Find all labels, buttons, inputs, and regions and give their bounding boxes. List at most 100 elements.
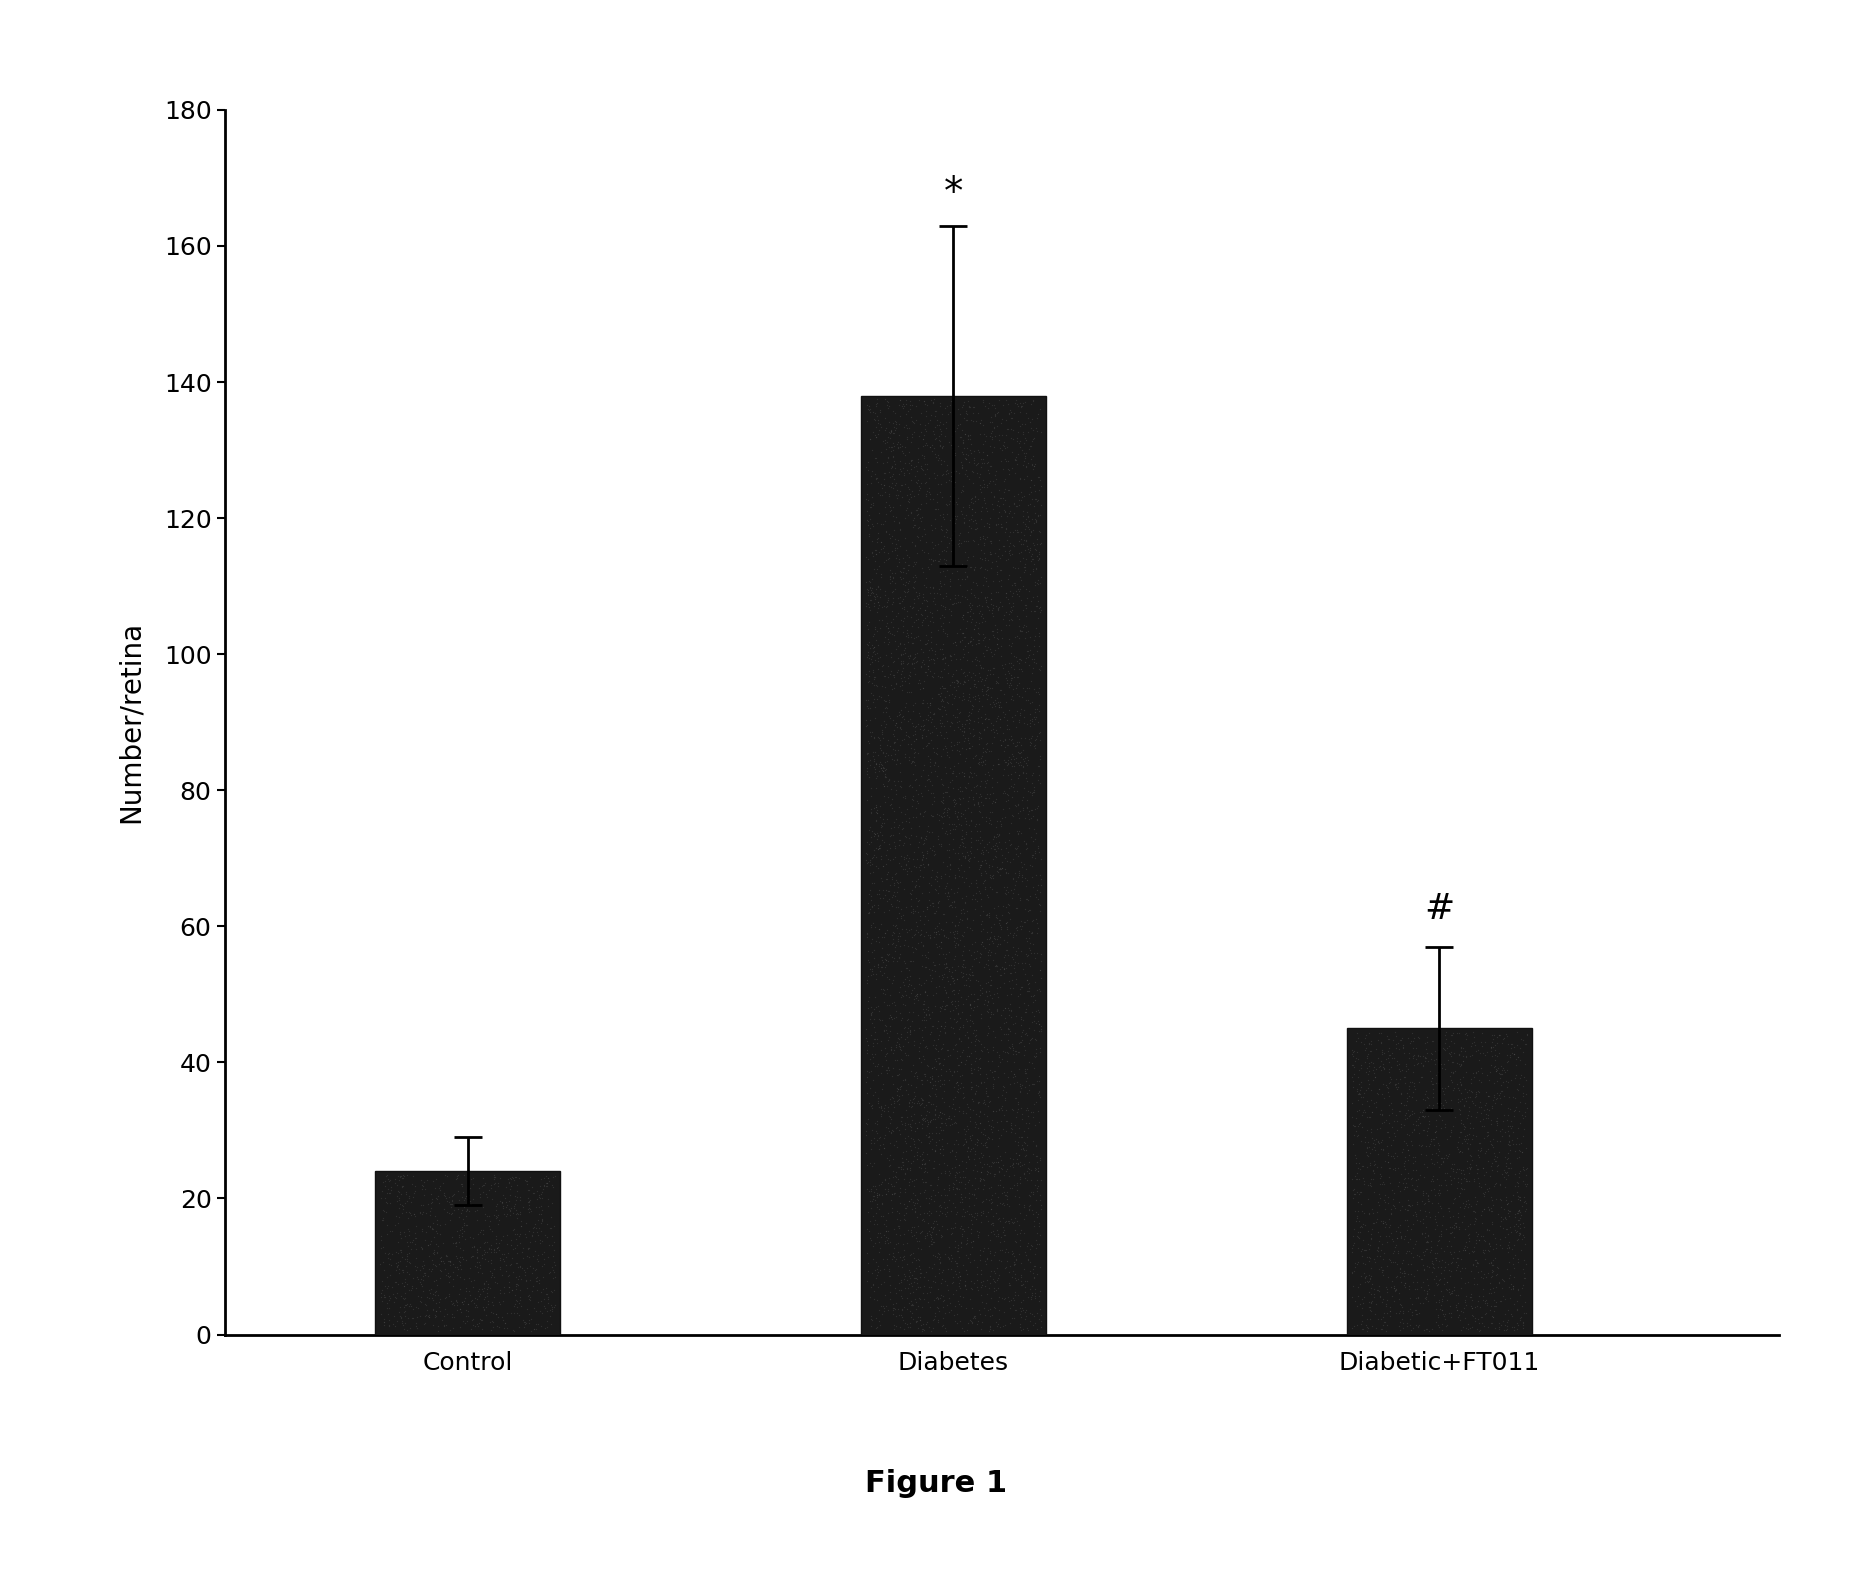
- Point: [925, 1203, 955, 1228]
- Point: [436, 1199, 466, 1225]
- Point: [1337, 1236, 1367, 1261]
- Point: [938, 661, 968, 686]
- Point: [940, 989, 970, 1014]
- Point: [946, 1028, 976, 1053]
- Point: [873, 681, 903, 706]
- Point: [970, 739, 1000, 765]
- Point: [1442, 1020, 1472, 1046]
- Point: [892, 796, 922, 821]
- Point: [948, 1217, 978, 1242]
- Point: [1017, 557, 1047, 582]
- Point: [1358, 1152, 1388, 1178]
- Point: [916, 1225, 946, 1250]
- Point: [886, 455, 916, 480]
- Point: [948, 661, 978, 686]
- Point: [873, 837, 903, 862]
- Point: [489, 1201, 519, 1226]
- Point: [897, 978, 927, 1003]
- Point: [897, 410, 927, 435]
- Point: [916, 710, 946, 735]
- Point: [1390, 1093, 1420, 1118]
- Point: [936, 1256, 966, 1281]
- Point: [918, 966, 948, 991]
- Point: [985, 1126, 1015, 1151]
- Point: [927, 1101, 957, 1126]
- Point: [1352, 1088, 1382, 1113]
- Point: [965, 799, 995, 824]
- Point: [860, 1110, 890, 1135]
- Point: [985, 813, 1015, 838]
- Point: [972, 768, 1002, 793]
- Point: [444, 1256, 474, 1281]
- Point: [1467, 1305, 1497, 1330]
- Point: [940, 1234, 970, 1259]
- Point: [918, 983, 948, 1008]
- Point: [1390, 1157, 1420, 1182]
- Point: [380, 1269, 410, 1294]
- Point: [1021, 639, 1051, 664]
- Point: [532, 1171, 562, 1196]
- Point: [1408, 1206, 1438, 1231]
- Point: [890, 669, 920, 694]
- Point: [862, 1112, 892, 1137]
- Point: [1345, 1082, 1375, 1107]
- Point: [1403, 1050, 1433, 1075]
- Point: [1429, 1115, 1459, 1140]
- Point: [1004, 1165, 1034, 1190]
- Point: [856, 1022, 886, 1047]
- Point: [892, 845, 922, 870]
- Point: [944, 485, 974, 510]
- Point: [1482, 1025, 1512, 1050]
- Point: [1510, 1184, 1540, 1209]
- Point: [923, 922, 953, 947]
- Point: [1354, 1201, 1384, 1226]
- Point: [401, 1276, 431, 1302]
- Point: [976, 1127, 1006, 1152]
- Point: [1354, 1151, 1384, 1176]
- Point: [944, 846, 974, 871]
- Point: [983, 1173, 1013, 1198]
- Point: [468, 1275, 498, 1300]
- Point: [925, 573, 955, 598]
- Point: [852, 471, 882, 496]
- Point: [944, 1072, 974, 1097]
- Point: [1025, 1011, 1054, 1036]
- Point: [920, 532, 950, 557]
- Point: [948, 1080, 978, 1105]
- Point: [993, 732, 1023, 757]
- Point: [1405, 1025, 1435, 1050]
- Point: [1010, 430, 1040, 455]
- Point: [878, 768, 908, 793]
- Point: [927, 694, 957, 719]
- Point: [946, 1050, 976, 1075]
- Point: [856, 1000, 886, 1025]
- Point: [985, 823, 1015, 848]
- Point: [976, 542, 1006, 567]
- Point: [1510, 1247, 1540, 1272]
- Point: [981, 520, 1011, 545]
- Point: [1431, 1168, 1461, 1193]
- Point: [1017, 805, 1047, 831]
- Point: [1019, 457, 1049, 482]
- Point: [923, 443, 953, 468]
- Point: [882, 615, 912, 641]
- Point: [912, 540, 942, 565]
- Point: [1004, 1311, 1034, 1336]
- Point: [1510, 1225, 1540, 1250]
- Point: [925, 1110, 955, 1135]
- Point: [978, 780, 1008, 805]
- Point: [515, 1229, 545, 1254]
- Point: [965, 410, 995, 435]
- Point: [946, 906, 976, 931]
- Point: [1002, 1171, 1032, 1196]
- Point: [905, 582, 935, 608]
- Point: [1364, 1256, 1394, 1281]
- Point: [871, 1181, 901, 1206]
- Point: [438, 1182, 468, 1207]
- Point: [976, 692, 1006, 717]
- Point: [860, 1042, 890, 1068]
- Point: [513, 1178, 543, 1203]
- Point: [929, 1020, 959, 1046]
- Point: [1008, 956, 1038, 981]
- Point: [948, 907, 978, 933]
